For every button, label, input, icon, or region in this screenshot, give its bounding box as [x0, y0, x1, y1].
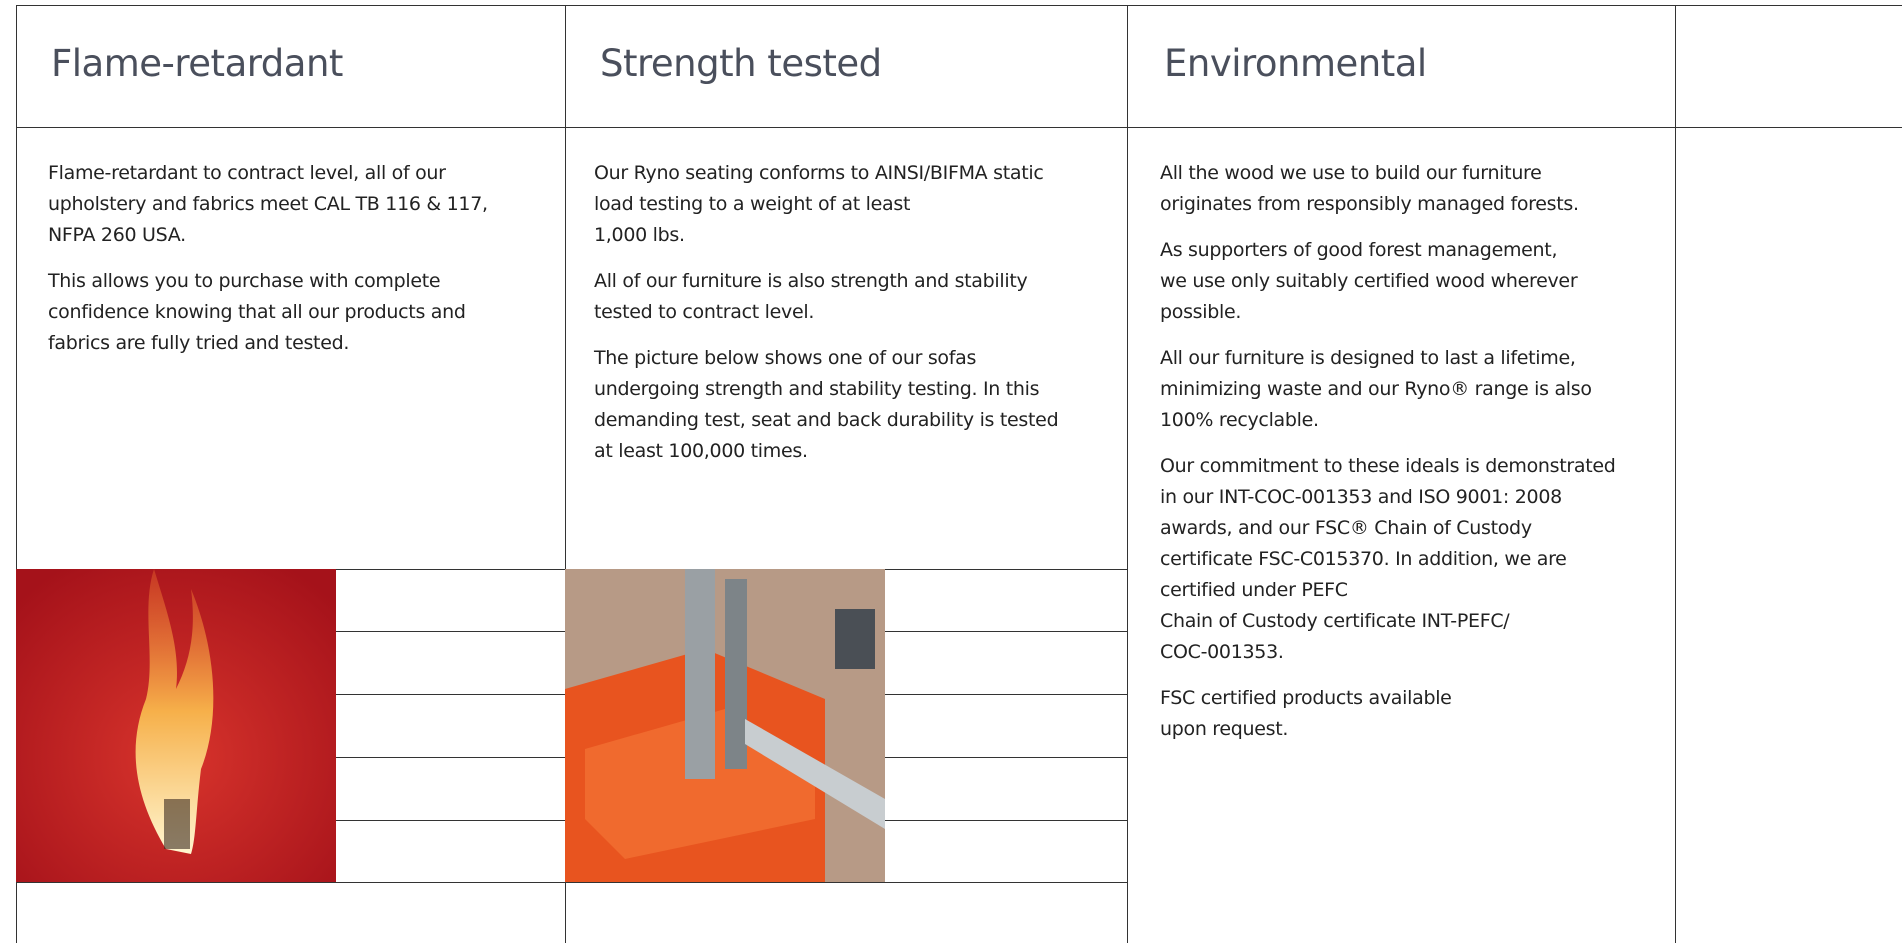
column-body: Flame-retardant to contract level, all o… [48, 158, 548, 374]
sofa-test-photo [565, 569, 885, 882]
rule [336, 820, 565, 821]
paragraph: Our Ryno seating conforms to AINSI/BIFMA… [594, 158, 1094, 251]
paragraph: All of our furniture is also strength an… [594, 266, 1094, 328]
paragraph: The picture below shows one of our sofas… [594, 343, 1094, 467]
text-line: we use only suitably certified wood wher… [1160, 266, 1660, 297]
column-body: All the wood we use to build our furnitu… [1160, 158, 1660, 760]
paragraph: Our commitment to these ideals is demons… [1160, 451, 1660, 668]
text-line: demanding test, seat and back durability… [594, 405, 1094, 436]
rule [1127, 5, 1128, 943]
text-line: As supporters of good forest management, [1160, 235, 1660, 266]
column-title: Strength tested [600, 42, 882, 85]
paragraph: As supporters of good forest management,… [1160, 235, 1660, 328]
text-line: undergoing strength and stability testin… [594, 374, 1094, 405]
text-line: Chain of Custody certificate INT-PEFC/ [1160, 606, 1660, 637]
text-line: All the wood we use to build our furnitu… [1160, 158, 1660, 189]
text-line: This allows you to purchase with complet… [48, 266, 548, 297]
text-line: All our furniture is designed to last a … [1160, 343, 1660, 374]
text-line: at least 100,000 times. [594, 436, 1094, 467]
rule [885, 694, 1127, 695]
rule [16, 5, 1902, 6]
paragraph: Flame-retardant to contract level, all o… [48, 158, 548, 251]
text-line: tested to contract level. [594, 297, 1094, 328]
rule [885, 757, 1127, 758]
rule [1675, 5, 1676, 943]
text-line: minimizing waste and our Ryno® range is … [1160, 374, 1660, 405]
text-line: FSC certified products available [1160, 683, 1660, 714]
text-line: The picture below shows one of our sofas [594, 343, 1094, 374]
text-line: Our commitment to these ideals is demons… [1160, 451, 1660, 482]
text-line: confidence knowing that all our products… [48, 297, 548, 328]
text-line: All of our furniture is also strength an… [594, 266, 1094, 297]
text-line: originates from responsibly managed fore… [1160, 189, 1660, 220]
text-line: in our INT-COC-001353 and ISO 9001: 2008 [1160, 482, 1660, 513]
text-line: possible. [1160, 297, 1660, 328]
text-line: NFPA 260 USA. [48, 220, 548, 251]
rule [885, 820, 1127, 821]
text-line: certificate FSC-C015370. In addition, we… [1160, 544, 1660, 575]
text-line: upon request. [1160, 714, 1660, 745]
paragraph: This allows you to purchase with complet… [48, 266, 548, 359]
rule [885, 631, 1127, 632]
flame-photo [16, 569, 336, 882]
column-body: Our Ryno seating conforms to AINSI/BIFMA… [594, 158, 1094, 482]
column-title: Environmental [1164, 42, 1427, 85]
paragraph: All our furniture is designed to last a … [1160, 343, 1660, 436]
rule [336, 694, 565, 695]
text-line: Flame-retardant to contract level, all o… [48, 158, 548, 189]
text-line: 1,000 lbs. [594, 220, 1094, 251]
rule [16, 882, 1127, 883]
text-line: certified under PEFC [1160, 575, 1660, 606]
column-title: Flame-retardant [51, 42, 343, 85]
page: Flame-retardant Flame-retardant to contra… [0, 0, 1902, 943]
text-line: fabrics are fully tried and tested. [48, 328, 548, 359]
rule [16, 127, 1902, 128]
text-line: load testing to a weight of at least [594, 189, 1094, 220]
rule [336, 631, 565, 632]
text-line: 100% recyclable. [1160, 405, 1660, 436]
paragraph: All the wood we use to build our furnitu… [1160, 158, 1660, 220]
text-line: upholstery and fabrics meet CAL TB 116 &… [48, 189, 548, 220]
rule [336, 757, 565, 758]
text-line: awards, and our FSC® Chain of Custody [1160, 513, 1660, 544]
text-line: COC-001353. [1160, 637, 1660, 668]
text-line: Our Ryno seating conforms to AINSI/BIFMA… [594, 158, 1094, 189]
